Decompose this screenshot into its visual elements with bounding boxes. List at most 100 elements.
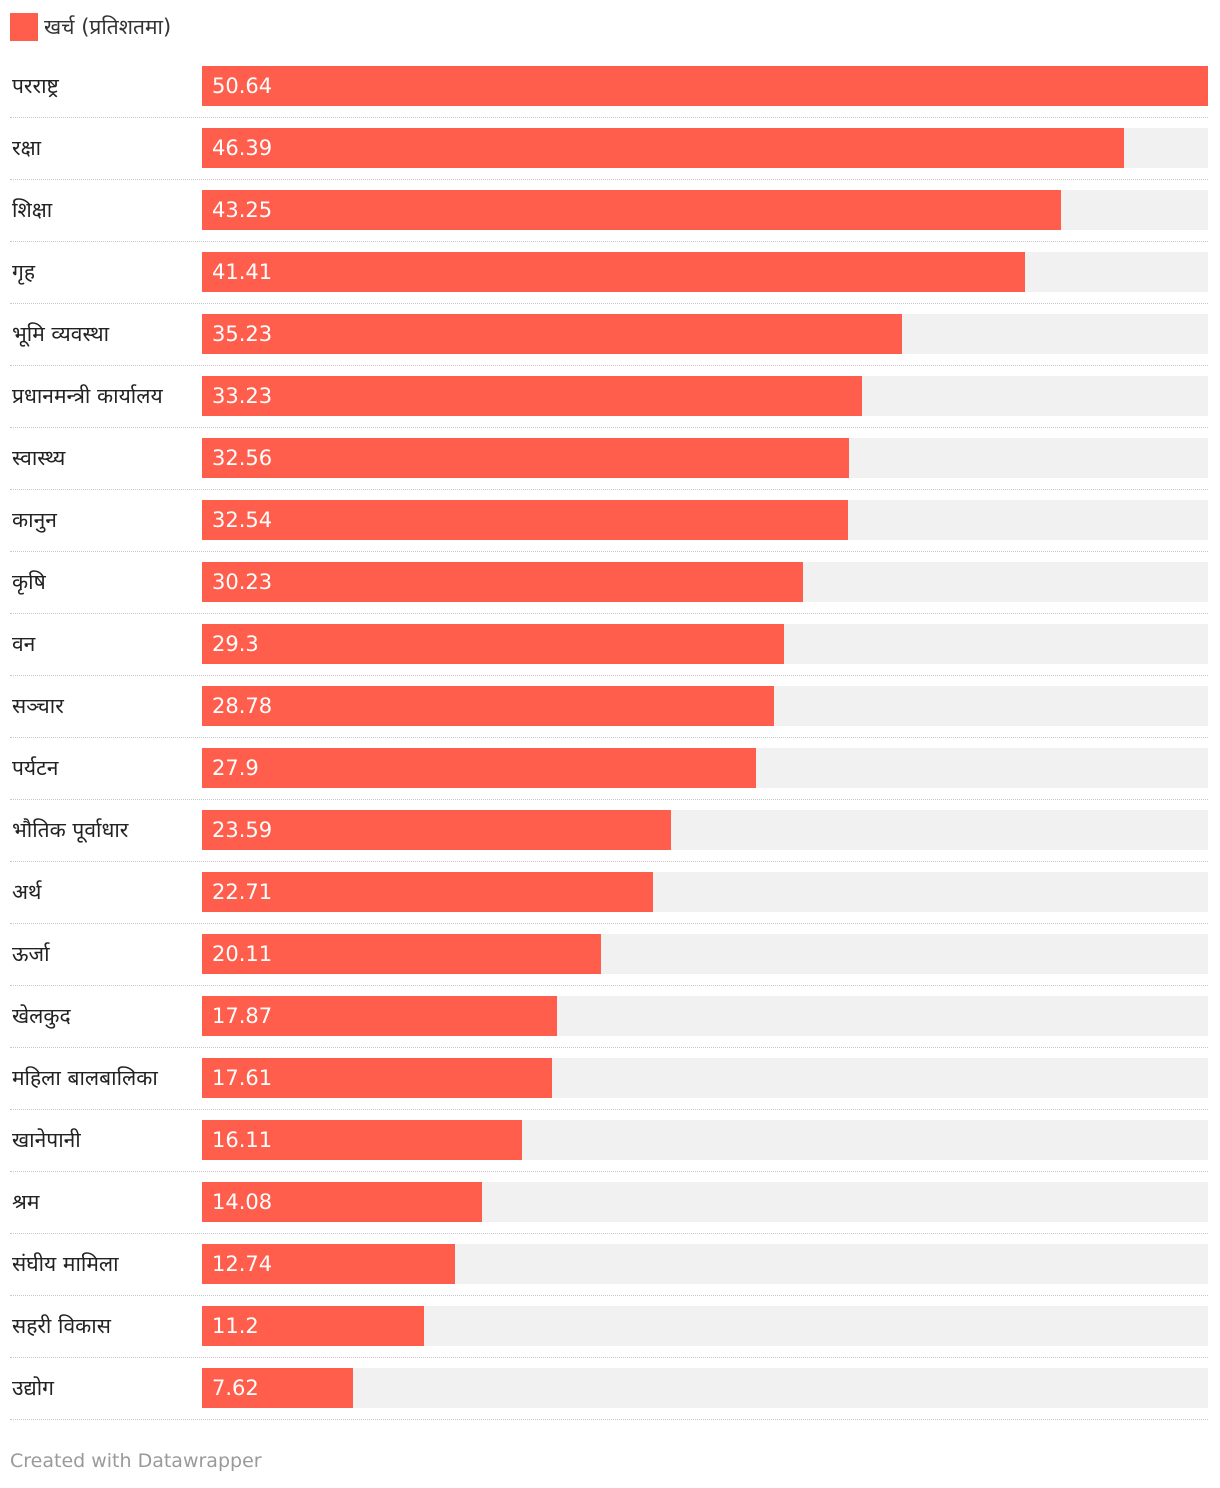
bar-row: खानेपानी 16.11 — [10, 1112, 1208, 1174]
category-label: पर्यटन — [12, 756, 59, 780]
category-label: भौतिक पूर्वाधार — [12, 818, 129, 842]
row-divider — [10, 985, 1208, 986]
category-label: भूमि व्यवस्था — [12, 322, 110, 346]
bar-row: गृह 41.41 — [10, 244, 1208, 306]
bar — [202, 128, 1124, 168]
bar-row: स्वास्थ्य 32.56 — [10, 430, 1208, 492]
bar-track: 14.08 — [202, 1182, 1208, 1222]
row-divider — [10, 179, 1208, 180]
bar-row: कानुन 32.54 — [10, 492, 1208, 554]
category-label: उद्योग — [12, 1376, 54, 1400]
bar-row: भौतिक पूर्वाधार 23.59 — [10, 802, 1208, 864]
row-divider — [10, 117, 1208, 118]
category-label: स्वास्थ्य — [12, 446, 66, 470]
row-divider — [10, 613, 1208, 614]
bar — [202, 810, 671, 850]
bar-track: 32.56 — [202, 438, 1208, 478]
row-divider — [10, 241, 1208, 242]
bar-track: 7.62 — [202, 1368, 1208, 1408]
row-divider — [10, 1357, 1208, 1358]
bar-row: भूमि व्यवस्था 35.23 — [10, 306, 1208, 368]
bar-row: वन 29.3 — [10, 616, 1208, 678]
category-label: शिक्षा — [12, 198, 53, 222]
category-label: परराष्ट्र — [12, 74, 59, 98]
bar-value-label: 12.74 — [212, 1252, 273, 1276]
bar-track: 28.78 — [202, 686, 1208, 726]
bar-row: कृषि 30.23 — [10, 554, 1208, 616]
bar — [202, 1244, 455, 1284]
bar-row: रक्षा 46.39 — [10, 120, 1208, 182]
bar-value-label: 30.23 — [212, 570, 273, 594]
row-divider — [10, 551, 1208, 552]
bar-value-label: 29.3 — [212, 632, 259, 656]
category-label: ऊर्जा — [12, 942, 50, 966]
bar-value-label: 16.11 — [212, 1128, 273, 1152]
row-divider — [10, 1295, 1208, 1296]
category-label: श्रम — [12, 1190, 40, 1214]
bar-row: उद्योग 7.62 — [10, 1360, 1208, 1422]
bar — [202, 190, 1061, 230]
bar — [202, 872, 653, 912]
bar-track: 50.64 — [202, 66, 1208, 106]
bar-chart: परराष्ट्र 50.64 रक्षा 46.39 शिक्षा 43.25 गृह 41… — [10, 58, 1208, 1422]
bar-value-label: 46.39 — [212, 136, 273, 160]
bar-value-label: 20.11 — [212, 942, 273, 966]
bar-track: 30.23 — [202, 562, 1208, 602]
bar-track: 32.54 — [202, 500, 1208, 540]
bar-value-label: 43.25 — [212, 198, 273, 222]
category-label: रक्षा — [12, 136, 42, 160]
bar — [202, 996, 557, 1036]
bar — [202, 1120, 522, 1160]
category-label: कृषि — [12, 570, 46, 594]
bar-value-label: 27.9 — [212, 756, 259, 780]
row-divider — [10, 923, 1208, 924]
bar-value-label: 23.59 — [212, 818, 273, 842]
footer-credit[interactable]: Created with Datawrapper — [10, 1450, 262, 1472]
bar-value-label: 11.2 — [212, 1314, 259, 1338]
category-label: वन — [12, 632, 36, 656]
bar-value-label: 14.08 — [212, 1190, 273, 1214]
bar-track: 33.23 — [202, 376, 1208, 416]
bar-track: 16.11 — [202, 1120, 1208, 1160]
bar-row: सहरी विकास 11.2 — [10, 1298, 1208, 1360]
bar — [202, 624, 784, 664]
row-divider — [10, 1419, 1208, 1420]
bar-track: 17.87 — [202, 996, 1208, 1036]
bar — [202, 66, 1208, 106]
bar-value-label: 17.87 — [212, 1004, 273, 1028]
category-label: सञ्चार — [12, 694, 64, 718]
bar-row: शिक्षा 43.25 — [10, 182, 1208, 244]
bar-value-label: 28.78 — [212, 694, 273, 718]
bar-row: खेलकुद 17.87 — [10, 988, 1208, 1050]
bar-value-label: 17.61 — [212, 1066, 273, 1090]
bar — [202, 500, 848, 540]
bar — [202, 1182, 482, 1222]
row-divider — [10, 861, 1208, 862]
row-divider — [10, 1171, 1208, 1172]
row-divider — [10, 1233, 1208, 1234]
bar-value-label: 33.23 — [212, 384, 273, 408]
bar-value-label: 50.64 — [212, 74, 273, 98]
row-divider — [10, 1047, 1208, 1048]
bar-value-label: 35.23 — [212, 322, 273, 346]
bar-row: ऊर्जा 20.11 — [10, 926, 1208, 988]
bar-track: 11.2 — [202, 1306, 1208, 1346]
category-label: कानुन — [12, 508, 57, 532]
bar-row: अर्थ 22.71 — [10, 864, 1208, 926]
bar — [202, 1058, 552, 1098]
bar-track: 23.59 — [202, 810, 1208, 850]
bar-row: प्रधानमन्त्री कार्यालय 33.23 — [10, 368, 1208, 430]
category-label: संघीय मामिला — [12, 1252, 119, 1276]
bar-track: 43.25 — [202, 190, 1208, 230]
bar-track: 41.41 — [202, 252, 1208, 292]
row-divider — [10, 303, 1208, 304]
bar — [202, 376, 862, 416]
bar — [202, 314, 902, 354]
bar-row: परराष्ट्र 50.64 — [10, 58, 1208, 120]
bar-track: 20.11 — [202, 934, 1208, 974]
bar-value-label: 32.54 — [212, 508, 273, 532]
bar — [202, 1306, 424, 1346]
row-divider — [10, 675, 1208, 676]
row-divider — [10, 799, 1208, 800]
bar — [202, 562, 803, 602]
